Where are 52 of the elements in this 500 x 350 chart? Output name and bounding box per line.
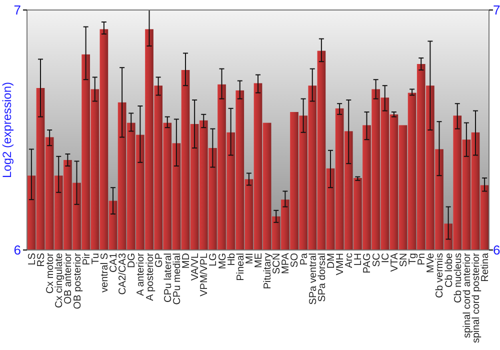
x-tick-label: LG [208, 252, 220, 266]
x-tick-label: IC [380, 253, 392, 263]
x-tick-label: A posterior [144, 252, 156, 301]
x-tick-label: ventral S [99, 252, 110, 292]
x-tick-label: LS [26, 252, 38, 266]
x-tick-label: CA2/CA3 [118, 252, 129, 295]
x-tick-label: LH [353, 253, 364, 266]
x-tick-label: RS [36, 252, 48, 267]
x-tick-label: MI [244, 253, 256, 264]
x-tick-label: DG [126, 252, 138, 268]
x-tick-label: DM [326, 253, 337, 269]
x-tick-label: Pineal [235, 253, 246, 281]
x-tick-label: SN [398, 253, 410, 267]
x-tick-label: Tu [90, 253, 102, 264]
x-tick-label: VMH [335, 253, 346, 276]
x-tick-label: Cb lobe [444, 252, 455, 288]
x-tick-label: VPM/VPL [199, 252, 210, 296]
x-tick-label: Retina [480, 252, 492, 282]
x-tick-label: Pa [298, 252, 310, 266]
x-tick-label: SPa dorsal [316, 253, 328, 302]
x-tick-label: ME [254, 252, 264, 268]
x-tick-label: Arc [344, 253, 356, 268]
x-tick-label: A anterior [136, 252, 147, 296]
x-tick-label: SC [371, 253, 382, 267]
x-tick-label: SO [290, 252, 301, 268]
x-tick-label: MPA [280, 252, 292, 274]
x-tick-label: CPu lateral [162, 253, 174, 302]
x-tick-label: Cb nucleus [452, 253, 464, 304]
x-tick-label: Cb vermis [434, 253, 446, 298]
x-tick-label: SPa ventral [308, 253, 319, 305]
x-tick-label: CPu medial [172, 253, 183, 305]
x-tick-label: VTA [389, 252, 400, 272]
x-tick-label: spinal cord anterior [462, 252, 473, 338]
x-tick-label: spinal cord posterior [470, 252, 482, 344]
x-tick-label: MD [181, 253, 192, 269]
x-tick-label: Pituitary [262, 253, 274, 290]
x-tick-label: MG [217, 252, 228, 270]
y-axis-title: Log2 (expression) [0, 82, 14, 178]
x-tick-label: Tg [408, 253, 419, 265]
x-tick-label: OB anterior [63, 252, 74, 304]
x-tick-label: Pn [416, 253, 428, 266]
x-tick-label: SCN [272, 253, 283, 274]
x-tick-label: MVe [426, 252, 437, 274]
y2-tick-label: 7 [493, 2, 500, 18]
y2-tick-label: 6 [493, 242, 500, 258]
x-tick-label: Cx cingulate [54, 252, 66, 308]
x-tick-label: GP [154, 252, 165, 268]
x-tick-label: OB posterior [72, 252, 84, 310]
x-tick-label: Hb [226, 252, 238, 266]
x-tick-label: Pir [81, 252, 92, 266]
x-tick-label: PAG [362, 252, 374, 274]
x-tick-label: CA1 [108, 252, 120, 272]
